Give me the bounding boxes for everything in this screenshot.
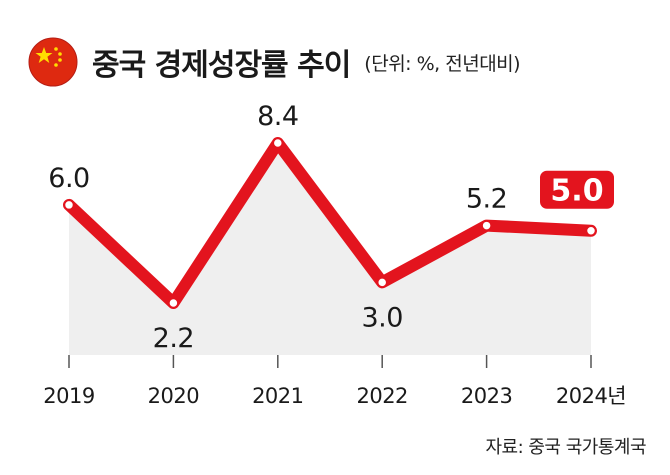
data-point (168, 297, 179, 309)
x-tick-label: 2020 (148, 384, 199, 408)
china-flag-icon (28, 37, 78, 87)
data-label: 2.2 (153, 323, 194, 354)
point-layer (63, 137, 597, 309)
area-layer (69, 143, 591, 355)
unit-label: (단위: %, 전년대비) (364, 52, 521, 75)
data-point (585, 225, 597, 236)
data-label: 5.2 (466, 184, 507, 215)
data-point (481, 220, 492, 231)
line-layer (63, 137, 597, 309)
area-fill (69, 143, 591, 355)
x-axis: 2019 2020 2021 2022 2023 2024년 (43, 355, 627, 408)
x-tick-label: 2021 (252, 384, 303, 408)
data-label: 8.4 (257, 101, 298, 132)
x-tick-label: 2019 (43, 384, 94, 408)
source-note: 자료: 중국 국가통계국 (485, 437, 646, 458)
data-label: 3.0 (361, 302, 402, 333)
data-point (376, 277, 388, 288)
highlight-label-bg (540, 170, 614, 209)
data-label-highlight: 5.0 (550, 174, 603, 209)
data-point (63, 199, 75, 211)
x-tick-label: 2024년 (556, 384, 626, 408)
label-layer: 6.0 2.2 8.4 3.0 5.2 5.0 (48, 101, 614, 354)
chart-header: 중국 경제성장률 추이 (단위: %, 전년대비) (28, 34, 650, 90)
x-tick-label: 2023 (461, 384, 512, 408)
x-tick-label: 2022 (356, 384, 407, 408)
data-point (272, 137, 284, 149)
chart-title: 중국 경제성장률 추이 (92, 48, 351, 83)
data-label: 6.0 (48, 163, 89, 194)
series-line (63, 137, 597, 309)
